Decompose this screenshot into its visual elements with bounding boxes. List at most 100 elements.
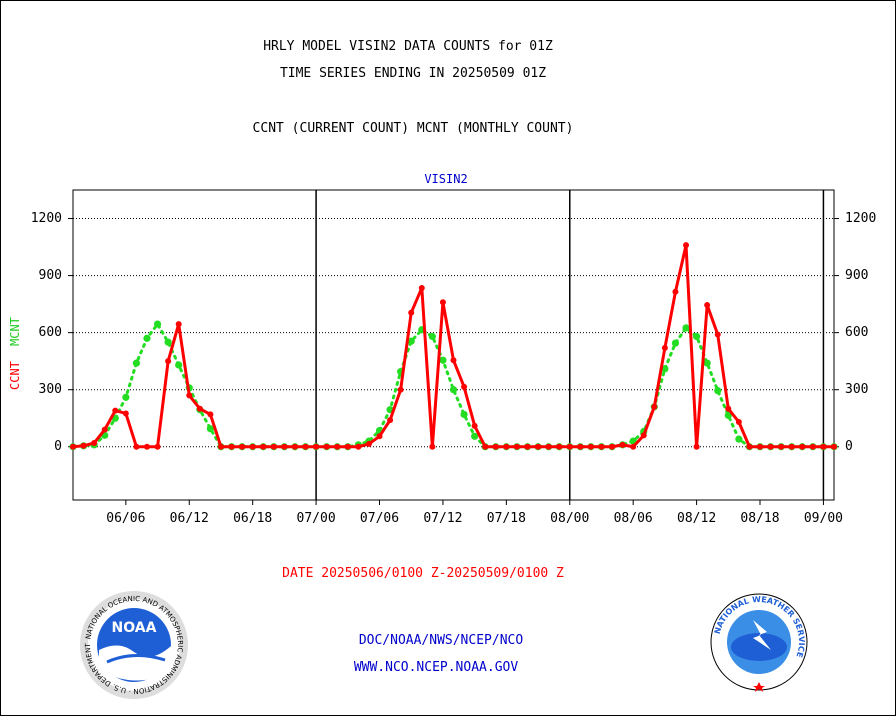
y-tick-label-right: 300 — [845, 381, 869, 397]
ccnt-point — [291, 443, 298, 450]
ccnt-point — [556, 443, 563, 450]
ccnt-point — [799, 443, 806, 450]
ccnt-point — [101, 426, 108, 433]
ccnt-point — [122, 410, 129, 417]
ccnt-point — [91, 439, 98, 446]
nws-logo-icon: NATIONAL WEATHER SERVICE — [710, 593, 808, 692]
ccnt-point — [693, 443, 700, 450]
chart-title-line1: HRLY MODEL VISIN2 DATA COUNTS for 01Z — [263, 39, 553, 54]
mcnt-point — [449, 386, 458, 394]
ccnt-point — [788, 443, 795, 450]
plot-border — [72, 189, 835, 501]
ccnt-point — [461, 383, 468, 390]
ccnt-point — [492, 443, 499, 450]
ccnt-point — [704, 302, 711, 309]
ccnt-point — [260, 443, 267, 450]
y-tick-label-left: 600 — [38, 324, 62, 340]
date-range: DATE 20250506/0100 Z-20250509/0100 Z — [282, 566, 564, 581]
y-tick-label-left: 300 — [38, 381, 62, 397]
ccnt-point — [112, 407, 119, 414]
ccnt-point — [334, 443, 341, 450]
ccnt-point — [683, 242, 690, 249]
ccnt-point — [609, 443, 616, 450]
y-tick-label-right: 900 — [845, 267, 869, 283]
ccnt-point — [70, 443, 76, 450]
ccnt-point — [154, 443, 161, 450]
ccnt-point — [302, 443, 309, 450]
ccnt-point — [281, 443, 288, 450]
chart-title-line2: TIME SERIES ENDING IN 20250509 01Z — [279, 66, 547, 81]
ccnt-point — [228, 443, 235, 450]
ccnt-point — [672, 288, 679, 295]
mcnt-point — [206, 425, 215, 433]
ccnt-point — [619, 441, 626, 448]
ccnt-point — [661, 344, 668, 351]
ccnt-point — [524, 443, 531, 450]
mcnt-point — [153, 320, 162, 328]
mcnt-point — [714, 387, 722, 395]
ccnt-point — [598, 443, 605, 450]
ccnt-point — [831, 443, 837, 450]
ccnt-point — [186, 392, 193, 399]
plot-station-title: VISIN2 — [424, 172, 468, 186]
mcnt-point — [132, 359, 141, 367]
ccnt-point — [757, 443, 764, 450]
mcnt-point — [692, 332, 701, 341]
mcnt-point — [724, 411, 732, 419]
mcnt-point — [682, 324, 690, 332]
ccnt-point — [239, 443, 246, 450]
x-tick-label: 08/00 — [550, 511, 590, 526]
ccnt-point — [397, 386, 404, 393]
ccnt-point — [165, 358, 172, 365]
ccnt-point — [566, 443, 573, 450]
mcnt-point — [661, 365, 669, 373]
ccnt-point — [587, 443, 594, 450]
mcnt-point — [671, 339, 680, 347]
ccnt-point — [577, 443, 584, 450]
ccnt-point — [408, 309, 415, 316]
ccnt-point — [376, 433, 383, 440]
mcnt-point — [460, 410, 468, 419]
x-tick-label: 07/06 — [359, 511, 400, 526]
y-tick-label-right: 1200 — [845, 210, 877, 226]
ccnt-point — [323, 443, 330, 450]
x-tick-label: 08/12 — [677, 511, 717, 526]
chart-subtitle: CCNT (CURRENT COUNT) MCNT (MONTHLY COUNT… — [252, 121, 574, 136]
mcnt-point — [471, 432, 479, 440]
ccnt-point — [418, 284, 425, 291]
x-tick-label: 06/18 — [233, 511, 273, 526]
noaa-logo-icon: NATIONAL OCEANIC AND ATMOSPHERIC ADMINIS… — [79, 590, 188, 699]
ccnt-point — [651, 403, 658, 410]
ccnt-point — [270, 443, 277, 450]
y-tick-label-left: 1200 — [30, 210, 62, 226]
x-tick-label: 07/00 — [296, 511, 336, 526]
ccnt-point — [503, 443, 510, 450]
y-tick-label-left: 0 — [54, 438, 62, 454]
y-tick-label-right: 600 — [845, 324, 869, 340]
mcnt-point — [122, 393, 130, 401]
x-tick-label: 07/18 — [486, 511, 526, 526]
ccnt-point — [746, 443, 753, 450]
footer-link-url[interactable]: WWW.NCO.NCEP.NOAA.GOV — [353, 660, 519, 675]
ccnt-point — [429, 443, 436, 450]
mcnt-point — [175, 361, 183, 369]
ccnt-point — [767, 443, 774, 450]
x-tick-label: 08/18 — [740, 511, 780, 526]
ccnt-point — [387, 417, 394, 424]
footer-link-doc[interactable]: DOC/NOAA/NWS/NCEP/NCO — [358, 633, 524, 648]
ccnt-point — [471, 422, 478, 429]
ccnt-point — [535, 443, 542, 450]
x-tick-label: 06/06 — [106, 511, 146, 526]
ccnt-point — [640, 432, 647, 439]
mcnt-point — [439, 356, 447, 364]
mcnt-point — [143, 334, 151, 342]
ccnt-point — [143, 443, 150, 450]
ccnt-point — [630, 443, 637, 450]
ccnt-point — [714, 331, 721, 338]
mcnt-point — [407, 337, 415, 345]
ccnt-point — [175, 321, 182, 328]
x-tick-label: 09/00 — [803, 511, 843, 526]
ccnt-point — [249, 443, 256, 450]
x-tick-label: 06/12 — [169, 511, 209, 526]
